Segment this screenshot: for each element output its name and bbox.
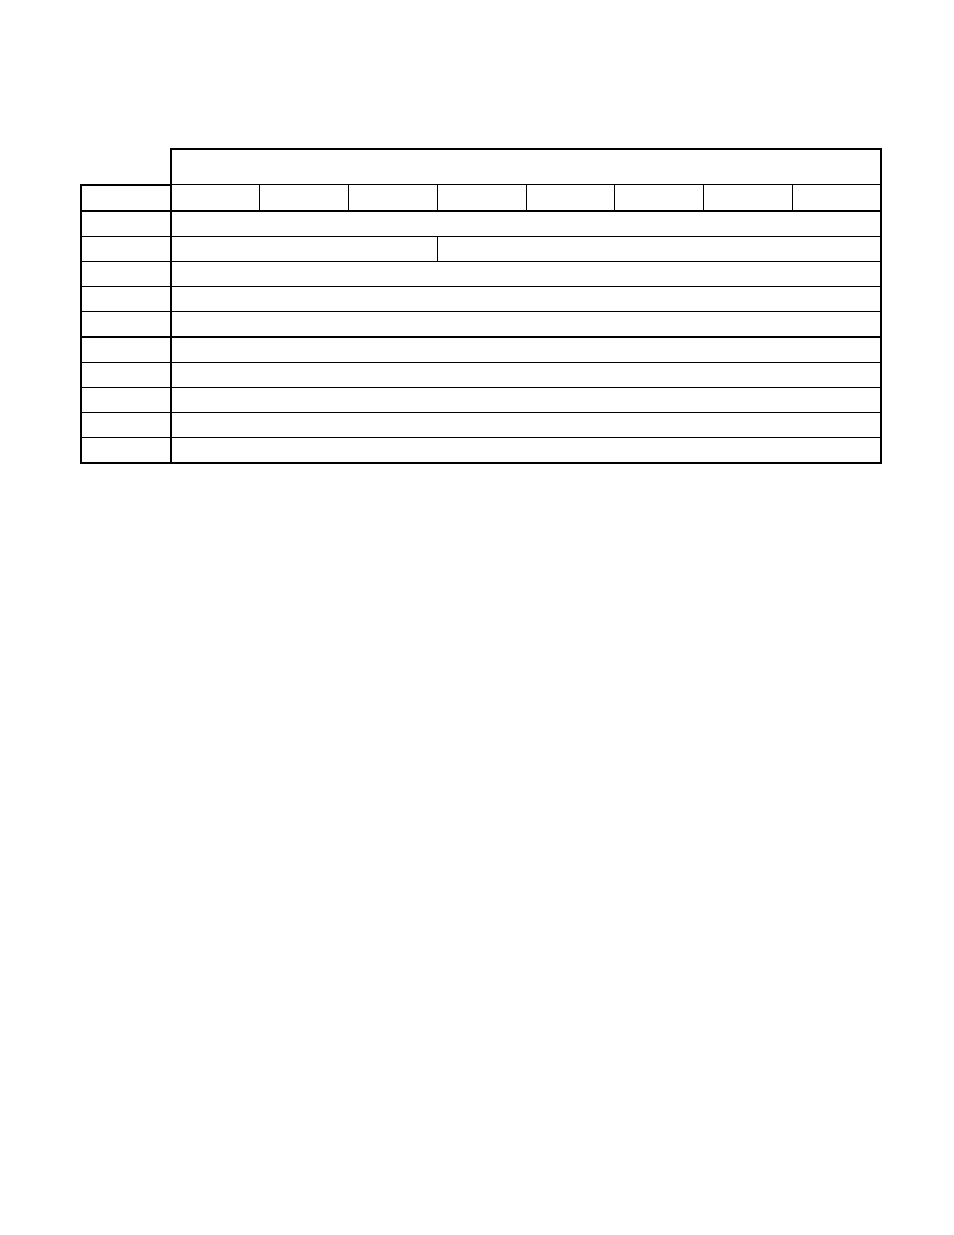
table-row [81, 261, 881, 286]
body-cell [171, 437, 881, 463]
body-cell [171, 236, 437, 261]
col-header-cell [526, 185, 615, 211]
table-row [81, 362, 881, 387]
body-cell [171, 362, 881, 387]
stub-cell [81, 311, 171, 337]
col-header-cell [792, 185, 881, 211]
col-header-cell [615, 185, 704, 211]
table-row [81, 211, 881, 237]
body-cell [171, 286, 881, 311]
col-header-cell [437, 185, 526, 211]
body-cell [171, 387, 881, 412]
body-cell [171, 412, 881, 437]
table-header-row [81, 149, 881, 185]
stub-cell [81, 337, 171, 363]
data-table [80, 148, 880, 464]
body-cell [437, 236, 881, 261]
table-row [81, 412, 881, 437]
stub-cell [81, 261, 171, 286]
body-cell [171, 211, 881, 237]
stub-cell [81, 286, 171, 311]
stub-cell [81, 387, 171, 412]
stub-cell [81, 211, 171, 237]
stub-header-cell [81, 185, 171, 211]
body-cell [171, 261, 881, 286]
stub-cell [81, 412, 171, 437]
body-cell [171, 311, 881, 337]
col-header-cell [171, 185, 260, 211]
table-row [81, 437, 881, 463]
table-row [81, 236, 881, 261]
stub-cell [81, 362, 171, 387]
table-row [81, 311, 881, 337]
table-subheader-row [81, 185, 881, 211]
col-header-cell [260, 185, 349, 211]
table-row [81, 286, 881, 311]
body-cell [171, 337, 881, 363]
col-header-cell [349, 185, 438, 211]
stub-cell [81, 236, 171, 261]
table-title-cell [171, 149, 881, 185]
table-row [81, 337, 881, 363]
table-row [81, 387, 881, 412]
stub-cell [81, 437, 171, 463]
col-header-cell [704, 185, 793, 211]
